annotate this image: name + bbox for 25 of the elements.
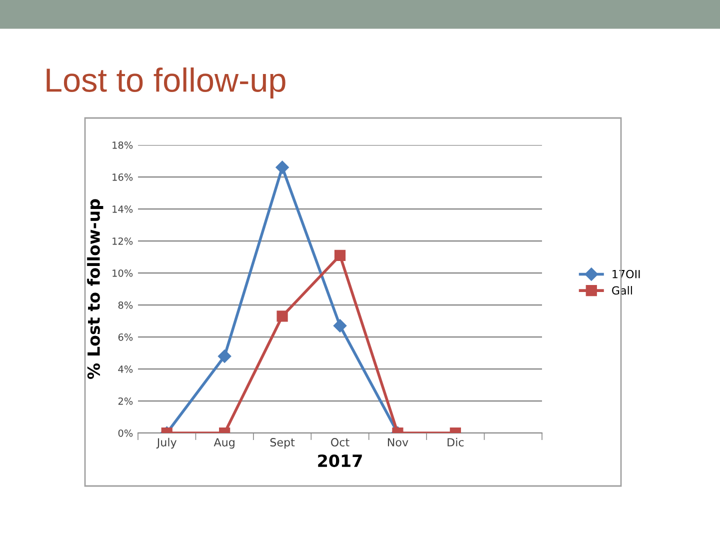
y-tick-label: 6% bbox=[118, 333, 133, 341]
y-tick-label: 18% bbox=[112, 141, 133, 149]
x-axis-title: 2017 bbox=[318, 454, 362, 468]
y-tick-label: 12% bbox=[112, 237, 133, 245]
y-tick-label: 8% bbox=[118, 301, 133, 309]
y-tick-label: 10% bbox=[112, 269, 133, 277]
y-tick-label: 16% bbox=[112, 173, 133, 181]
x-tick-label: Aug bbox=[214, 438, 234, 449]
x-tick-label: Nov bbox=[388, 438, 408, 446]
x-tick-label: July bbox=[156, 438, 177, 449]
legend-label: 17OII bbox=[612, 270, 640, 278]
point bbox=[334, 250, 346, 261]
point bbox=[276, 160, 289, 174]
point bbox=[333, 319, 347, 332]
y-tick-label: 4% bbox=[118, 365, 133, 373]
y-tick-label: 0% bbox=[118, 429, 133, 437]
x-tick-label: Oct bbox=[331, 438, 350, 446]
x-tick-label: Sept bbox=[270, 438, 295, 449]
point bbox=[276, 310, 288, 322]
legend-label: Gall bbox=[612, 286, 632, 295]
y-axis-title: % Lost to follow-up bbox=[87, 199, 104, 380]
y-tick-label: 2% bbox=[118, 397, 133, 405]
y-tick-label: 14% bbox=[112, 205, 133, 213]
chart-title: Lost to follow-up bbox=[46, 67, 286, 99]
x-tick-label: Dic bbox=[448, 438, 464, 446]
